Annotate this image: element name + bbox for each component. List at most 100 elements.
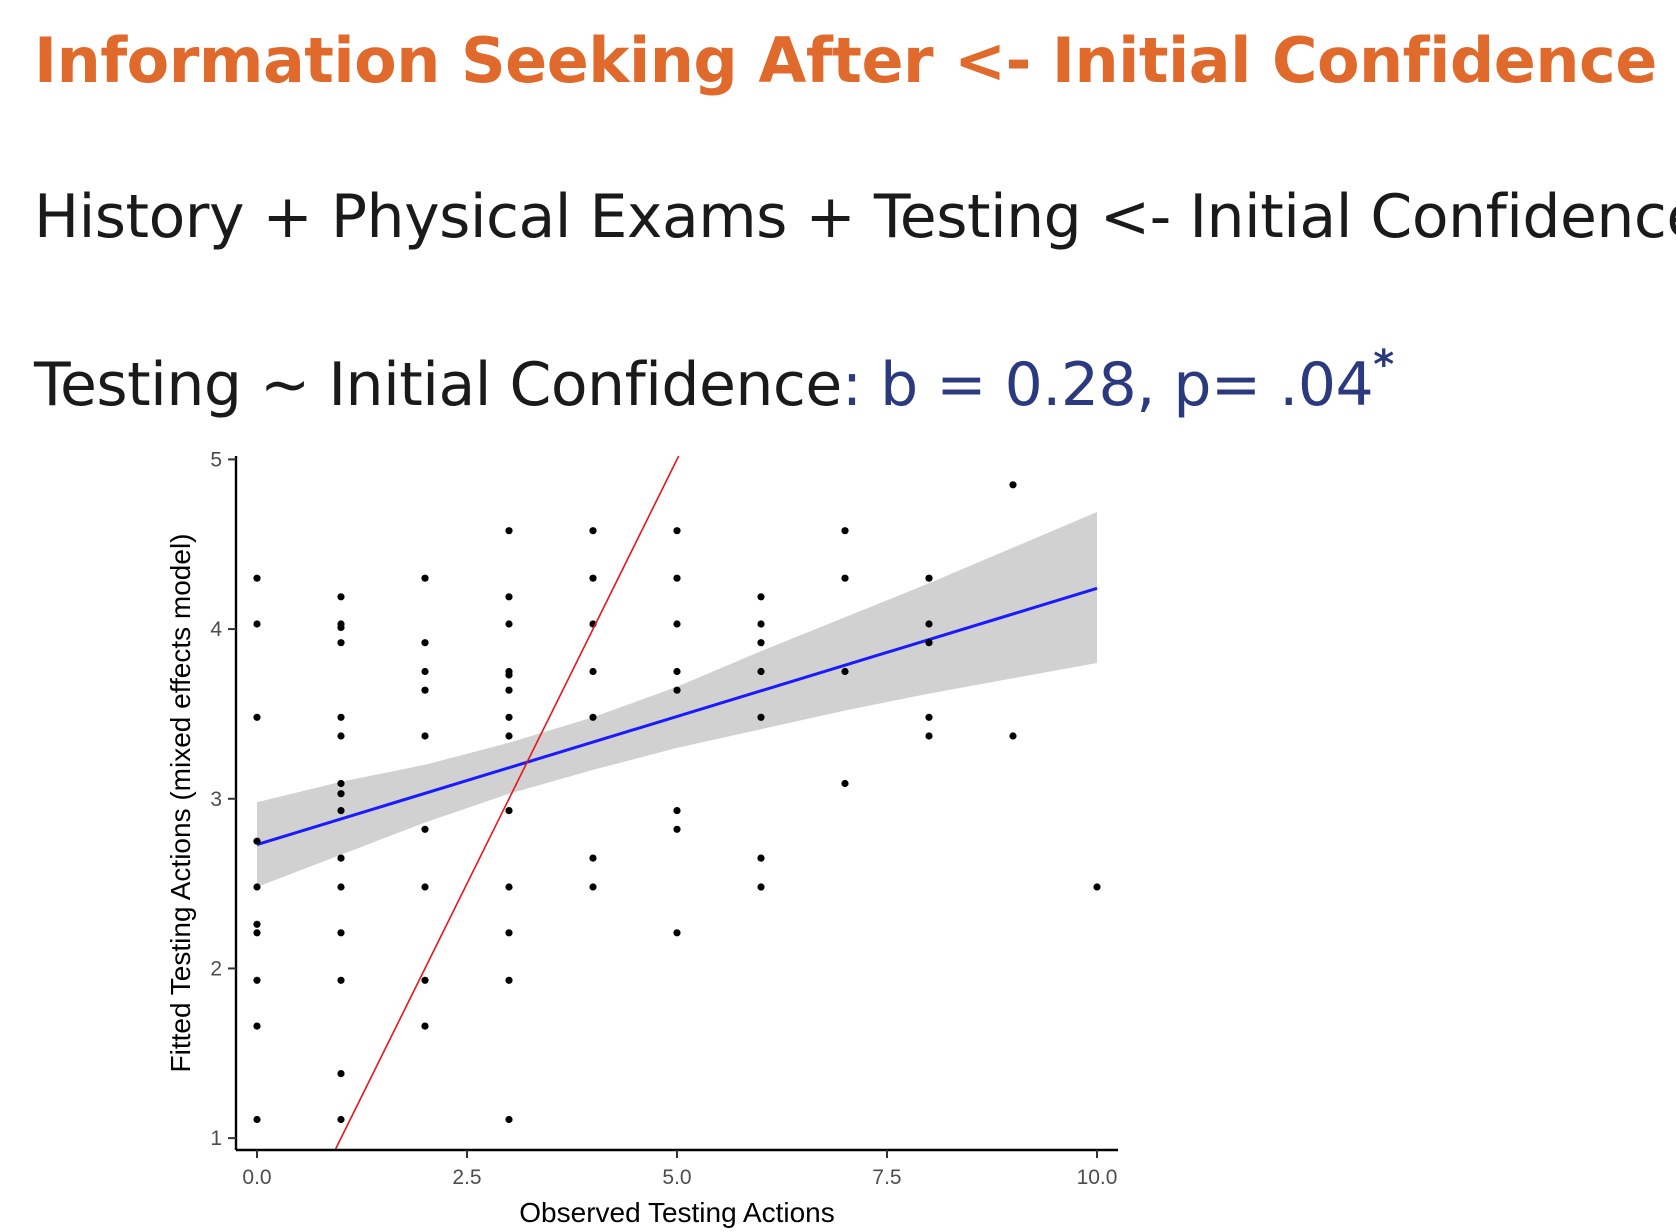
data-point [925,639,933,647]
data-point [337,1115,345,1124]
data-point [841,779,849,788]
stat-text: : b = 0.28, p= .04 [841,350,1374,420]
significance-mark: * [1373,342,1394,388]
x-tick-label: 0.0 [242,1166,271,1189]
data-point [589,713,597,721]
identity-line [334,456,680,1150]
data-point [337,732,345,740]
data-point [253,1022,261,1030]
data-point [757,667,765,676]
data-point [505,976,513,984]
data-point [337,976,345,984]
data-point [421,639,429,647]
data-point [421,976,429,984]
data-point [673,807,681,815]
data-point [925,620,933,628]
data-point [841,667,849,676]
data-point [421,883,429,891]
data-point [505,686,513,694]
confidence-band [257,512,1097,887]
data-point [253,883,261,891]
y-axis-title: Fitted Testing Actions (mixed effects mo… [165,534,196,1073]
slide-title: Information Seeking After <- Initial Con… [34,24,1657,97]
data-point [757,883,765,891]
data-point [421,686,429,694]
x-tick-label: 10.0 [1077,1166,1118,1189]
data-point [673,574,681,582]
data-point [505,807,513,815]
data-point [589,667,597,676]
data-point [505,527,513,535]
data-point [673,825,681,833]
data-point [253,620,261,628]
fit-line-layer [256,586,1098,847]
y-tick-label: 5 [210,448,222,471]
data-point [253,920,261,928]
x-axis-title: Observed Testing Actions [519,1197,834,1228]
x-tick-label: 5.0 [662,1166,691,1189]
data-point [421,825,429,833]
data-point [925,732,933,740]
data-point [757,620,765,628]
model-formula: Testing ~ Initial Confidence [34,350,842,420]
data-point [337,639,345,647]
data-point [841,527,849,535]
y-tick-label: 3 [210,788,222,811]
data-point [505,1115,513,1124]
data-point [337,883,345,891]
point-layer [253,481,1101,1124]
data-point [673,686,681,694]
data-point [421,732,429,740]
data-point [589,854,597,862]
data-point [505,732,513,740]
confidence-band-layer [257,512,1097,887]
fit-line [256,586,1098,847]
y-tick-label: 1 [210,1127,222,1150]
data-point [589,574,597,582]
data-point [253,929,261,937]
data-point [757,713,765,721]
data-point [505,713,513,721]
data-point [337,790,345,798]
data-point [337,623,345,632]
data-point [1009,481,1017,489]
data-point [253,713,261,721]
data-point [505,929,513,937]
data-point [337,854,345,862]
data-point [421,574,429,582]
data-point [253,837,261,845]
data-point [337,929,345,937]
model-statement: Testing ~ Initial Confidence: b = 0.28, … [34,342,1394,420]
data-point [841,574,849,582]
data-point [673,527,681,535]
data-point [673,929,681,937]
model-statistics: : b = 0.28, p= .04* [841,342,1394,420]
data-point [757,854,765,862]
data-point [253,976,261,984]
x-tick-label: 7.5 [872,1166,901,1189]
data-point [505,593,513,601]
data-point [253,1115,261,1124]
slide-subtitle: History + Physical Exams + Testing <- In… [34,182,1676,252]
data-point [925,574,933,582]
data-point [337,779,345,788]
data-point [757,639,765,647]
data-point [421,1022,429,1030]
data-point [673,667,681,676]
identity-line-layer [334,456,680,1150]
data-point [337,1070,345,1078]
data-point [505,883,513,891]
data-point [421,667,429,676]
data-point [337,713,345,721]
y-tick-label: 2 [210,957,222,980]
data-point [925,713,933,721]
data-point [589,527,597,535]
data-point [589,883,597,891]
data-point [253,574,261,582]
y-tick-label: 4 [210,618,222,641]
axes: 0.0 2.5 5.0 7.5 10.0 1 2 3 4 5 Observed Testing Ac… [165,448,1118,1228]
data-point [673,620,681,628]
x-tick-label: 2.5 [452,1166,481,1189]
data-point [337,807,345,815]
